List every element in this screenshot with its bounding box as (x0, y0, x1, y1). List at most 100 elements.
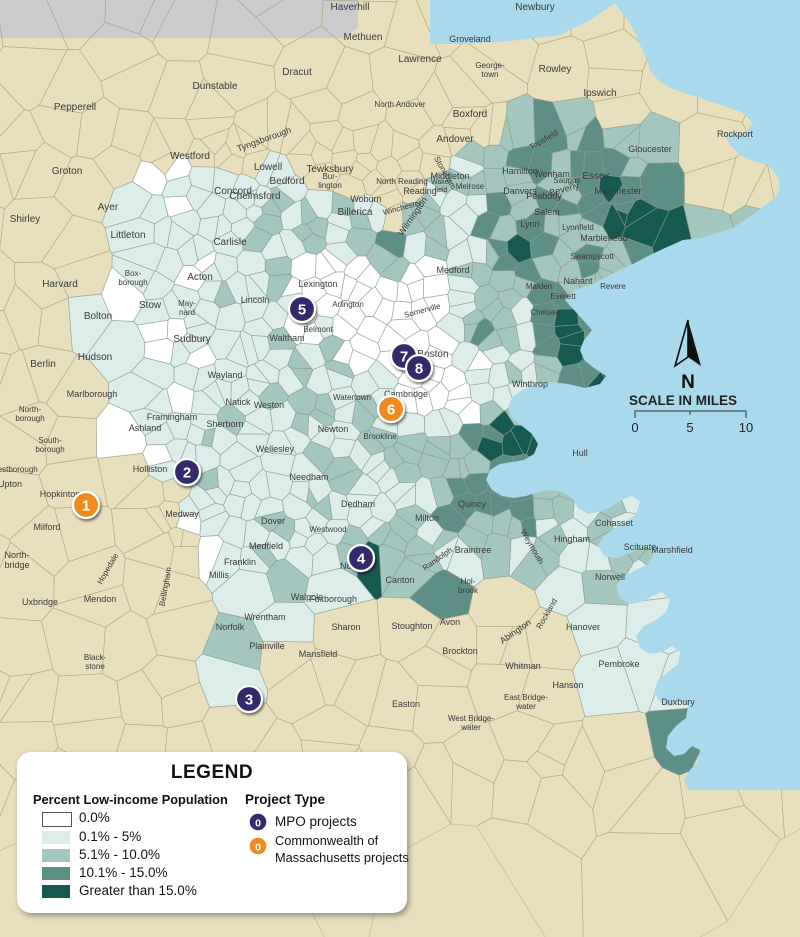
svg-text:Reading: Reading (403, 186, 437, 196)
svg-text:Medway: Medway (165, 509, 199, 519)
svg-text:N: N (681, 372, 695, 393)
svg-text:Lawrence: Lawrence (398, 54, 442, 65)
svg-text:Swampscott: Swampscott (570, 252, 614, 261)
svg-text:Brookline: Brookline (363, 432, 397, 441)
svg-text:Malden: Malden (526, 282, 552, 291)
svg-text:Manchester: Manchester (594, 186, 641, 196)
svg-text:Foxborough: Foxborough (309, 594, 357, 604)
svg-text:Winthrop: Winthrop (512, 379, 548, 389)
svg-text:Dedham: Dedham (341, 499, 375, 509)
svg-text:5: 5 (686, 420, 693, 435)
svg-text:Mendon: Mendon (84, 594, 117, 604)
svg-text:Stoughton: Stoughton (391, 621, 432, 631)
svg-text:Saugus: Saugus (553, 176, 580, 185)
svg-text:Brockton: Brockton (442, 646, 478, 656)
svg-text:Hull: Hull (572, 448, 588, 458)
svg-text:SCALE IN MILES: SCALE IN MILES (629, 393, 737, 408)
svg-text:Dover: Dover (261, 516, 285, 526)
svg-text:Black-stone: Black-stone (84, 653, 107, 671)
svg-text:Methuen: Methuen (344, 32, 383, 43)
svg-text:8: 8 (415, 361, 423, 378)
svg-text:Berlin: Berlin (30, 359, 56, 370)
svg-text:Gloucester: Gloucester (628, 144, 672, 154)
svg-text:May-nard: May-nard (178, 299, 196, 317)
svg-text:Needham: Needham (289, 472, 328, 482)
svg-text:North-bridge: North-bridge (4, 550, 29, 570)
svg-text:Lynn: Lynn (520, 219, 539, 229)
svg-text:Arlington: Arlington (332, 300, 364, 309)
svg-text:North-borough: North-borough (15, 405, 44, 423)
svg-text:Upton: Upton (0, 479, 22, 489)
svg-text:Pembroke: Pembroke (598, 659, 639, 669)
svg-text:Holliston: Holliston (133, 464, 168, 474)
svg-text:Framingham: Framingham (147, 412, 198, 422)
svg-text:Norwell: Norwell (595, 572, 625, 582)
svg-text:Easton: Easton (392, 699, 420, 709)
svg-text:North Reading: North Reading (376, 177, 428, 186)
svg-text:Andover: Andover (436, 134, 474, 145)
svg-text:Billerica: Billerica (337, 207, 372, 218)
svg-text:Bedford: Bedford (269, 176, 304, 187)
svg-text:Rowley: Rowley (539, 64, 572, 75)
svg-text:Wrentham: Wrentham (244, 612, 285, 622)
svg-text:Haverhill: Haverhill (331, 2, 370, 13)
svg-text:Carlisle: Carlisle (213, 237, 247, 248)
svg-text:Hudson: Hudson (78, 352, 112, 363)
svg-text:10: 10 (739, 420, 753, 435)
svg-text:Lowell: Lowell (254, 162, 282, 173)
svg-text:Cohasset: Cohasset (595, 518, 634, 528)
svg-text:Sharon: Sharon (331, 622, 360, 632)
svg-text:Uxbridge: Uxbridge (22, 597, 58, 607)
svg-text:Woburn: Woburn (350, 194, 381, 204)
svg-text:Natick: Natick (225, 397, 251, 407)
svg-text:Groton: Groton (52, 166, 83, 177)
svg-text:Nahant: Nahant (563, 276, 593, 286)
svg-text:Dunstable: Dunstable (192, 81, 237, 92)
svg-text:Westford: Westford (170, 151, 210, 162)
svg-text:Salem: Salem (534, 207, 560, 217)
svg-text:South-borough: South-borough (35, 436, 64, 454)
svg-text:Whitman: Whitman (505, 661, 541, 671)
svg-text:Belmont: Belmont (303, 325, 333, 334)
svg-text:Medford: Medford (436, 265, 469, 275)
svg-text:Westwood: Westwood (309, 525, 346, 534)
svg-text:Hamilton: Hamilton (502, 166, 538, 176)
svg-text:Avon: Avon (440, 617, 460, 627)
svg-text:Weston: Weston (254, 400, 284, 410)
svg-text:Watertown: Watertown (333, 393, 371, 402)
svg-text:Marshfield: Marshfield (651, 545, 693, 555)
svg-text:Franklin: Franklin (224, 557, 256, 567)
svg-text:Wayland: Wayland (208, 370, 243, 380)
svg-text:Shirley: Shirley (10, 214, 41, 225)
svg-text:Boxford: Boxford (453, 109, 487, 120)
svg-text:Norfolk: Norfolk (216, 622, 245, 632)
svg-text:Braintree: Braintree (455, 545, 492, 555)
svg-text:0: 0 (255, 818, 261, 830)
svg-text:Essex: Essex (582, 171, 609, 182)
svg-text:Millis: Millis (209, 570, 229, 580)
svg-text:Mansfield: Mansfield (299, 649, 338, 659)
svg-text:Ayer: Ayer (98, 202, 119, 213)
svg-text:Lincoln: Lincoln (241, 295, 270, 305)
svg-text:Sudbury: Sudbury (173, 334, 210, 345)
svg-text:Newbury: Newbury (515, 2, 554, 13)
svg-text:Duxbury: Duxbury (661, 697, 695, 707)
svg-text:Medfield: Medfield (249, 541, 283, 551)
svg-text:Revere: Revere (600, 282, 626, 291)
svg-text:Littleton: Littleton (110, 230, 145, 241)
svg-text:Marlborough: Marlborough (67, 389, 118, 399)
svg-text:Milton: Milton (415, 513, 439, 523)
svg-text:Stow: Stow (139, 300, 162, 311)
svg-text:Milford: Milford (33, 522, 60, 532)
svg-text:0: 0 (631, 420, 638, 435)
svg-text:Lynnfield: Lynnfield (562, 223, 594, 232)
svg-text:Plainville: Plainville (249, 641, 285, 651)
svg-text:0: 0 (255, 842, 261, 854)
svg-text:1: 1 (82, 498, 90, 515)
svg-text:Melrose: Melrose (456, 182, 485, 191)
svg-text:Ashland: Ashland (129, 423, 162, 433)
svg-text:Hanover: Hanover (566, 622, 600, 632)
svg-text:Pepperell: Pepperell (54, 102, 96, 113)
svg-text:Hingham: Hingham (554, 534, 590, 544)
svg-text:6: 6 (387, 402, 395, 419)
